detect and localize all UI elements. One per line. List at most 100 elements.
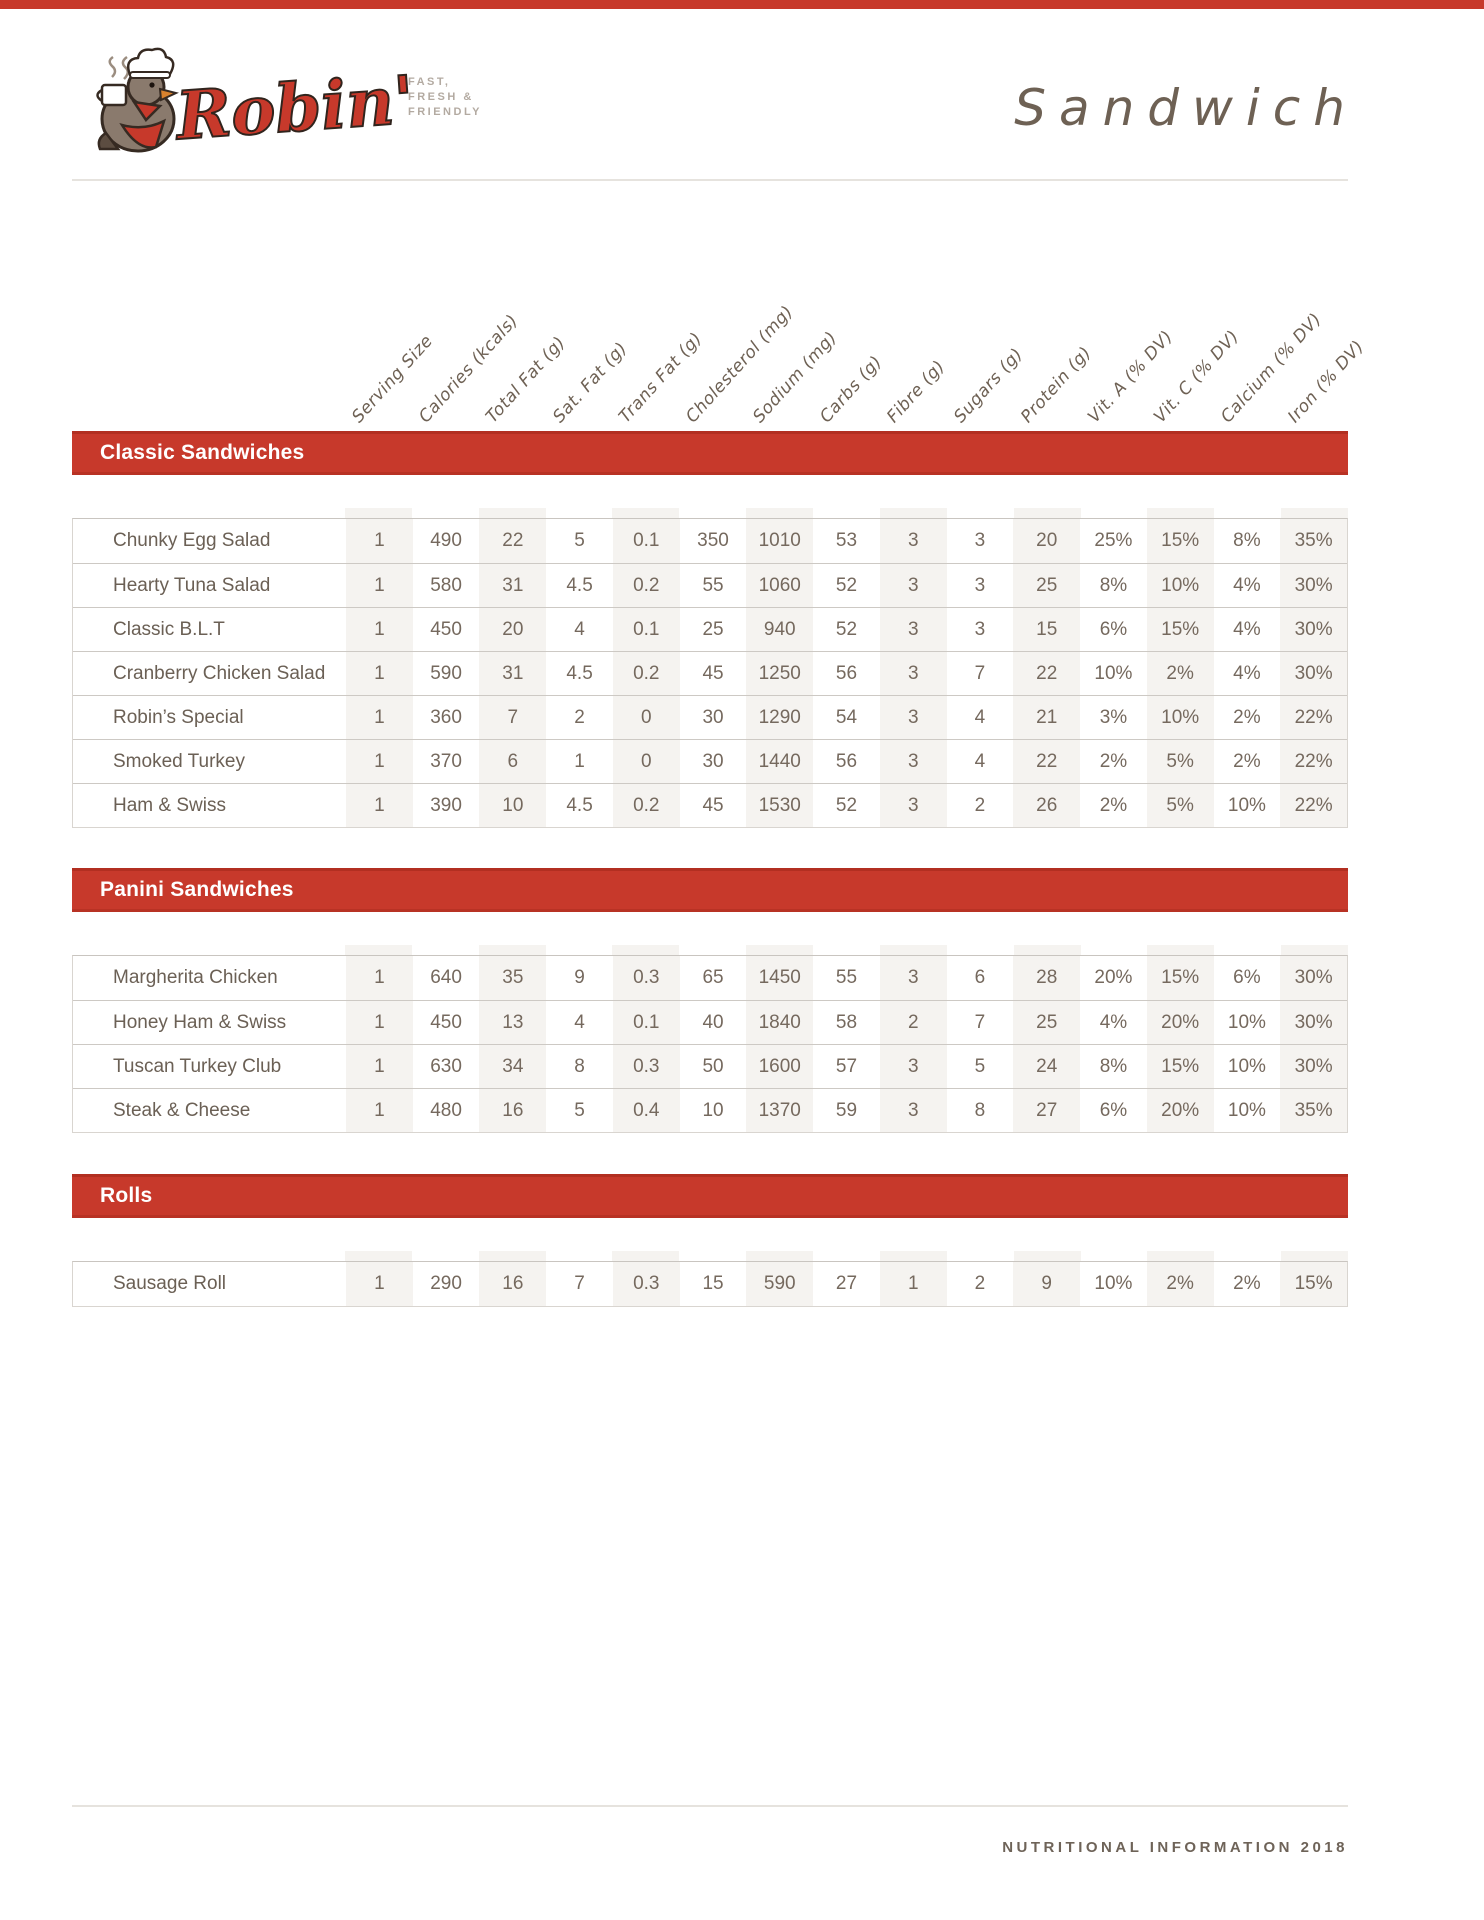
stripe-cell	[1281, 945, 1348, 955]
value-cell: 27	[1013, 1089, 1081, 1132]
value-cell: 13	[479, 1001, 547, 1044]
value-cell: 4	[574, 618, 585, 640]
stripe-cell	[1013, 945, 1081, 955]
stripe-cell	[1147, 945, 1215, 955]
value-cell: 3%	[1099, 706, 1128, 728]
stripe-cell	[746, 508, 814, 518]
value-cell: 0	[612, 740, 680, 783]
table-wrap: Margherita Chicken 1 640 35 9 0.3 65 1450 55 3 6 28…	[72, 945, 1348, 1133]
value-cell: 0.3	[612, 956, 680, 1000]
nutrition-table: Margherita Chicken 1 640 35 9 0.3 65 1450 55 3 6 28…	[72, 955, 1348, 1133]
value-cell: 8%	[1099, 1055, 1128, 1077]
value-cell: 4%	[1099, 1011, 1128, 1033]
value-cell: 6%	[1099, 618, 1128, 640]
value-cell: 2%	[1233, 706, 1261, 728]
value-cell: 2%	[1233, 750, 1261, 772]
stripe-cell	[612, 945, 680, 955]
stripe-cell	[345, 508, 412, 518]
table-row: Smoked Turkey 1 370 6 1 0 30 1440 56 3 4 22 2% 5% 2% 22…	[73, 739, 1347, 783]
value-cell: 2	[574, 706, 585, 728]
value-cell: 290	[430, 1273, 462, 1294]
stripe-cell	[746, 1251, 814, 1261]
value-cell: 10	[702, 1099, 724, 1121]
value-cell: 6%	[1233, 967, 1261, 988]
value-cell: 3	[974, 574, 986, 596]
value-cell: 40	[702, 1011, 724, 1033]
value-cell: 8	[974, 1099, 986, 1121]
value-cell: 34	[479, 1045, 547, 1088]
value-cell: 7	[479, 696, 547, 739]
value-cell: 0.1	[612, 519, 680, 563]
stripe-cell	[412, 508, 479, 518]
column-header: Carbs (g)	[816, 352, 887, 427]
value-cell: 50	[702, 1055, 724, 1077]
stripe-cell	[947, 945, 1014, 955]
value-cell: 30%	[1280, 956, 1347, 1000]
value-cell: 1600	[746, 1045, 814, 1088]
value-cell: 59	[835, 1099, 858, 1121]
value-cell: 4%	[1233, 662, 1261, 684]
table-row: Sausage Roll 1 290 16 7 0.3 15 590 27 1 2 9 10% 2% 2% 1…	[73, 1262, 1347, 1306]
value-cell: 10%	[1094, 1273, 1133, 1294]
column-stripe-stub	[72, 945, 1348, 955]
value-cell: 6%	[1099, 1099, 1128, 1121]
value-cell: 10%	[1227, 1011, 1266, 1033]
value-cell: 450	[430, 618, 462, 640]
value-cell: 1010	[746, 519, 814, 563]
value-cell: 15	[702, 1273, 724, 1294]
value-cell: 0.3	[612, 1045, 680, 1088]
value-cell: 4%	[1233, 574, 1261, 596]
value-cell: 30%	[1280, 564, 1347, 607]
nutrition-table: Sausage Roll 1 290 16 7 0.3 15 590 27 1 2 9 10% 2% 2% 1…	[72, 1261, 1348, 1307]
brand-wordmark: Robin's	[172, 58, 412, 155]
value-cell: 1250	[746, 652, 814, 695]
stripe-cell	[1013, 508, 1081, 518]
value-cell: 45	[702, 794, 724, 816]
value-cell: 3	[879, 608, 947, 651]
chef-hat-icon	[127, 47, 175, 77]
value-cell: 22%	[1280, 784, 1347, 827]
chef-hat-band	[129, 71, 171, 79]
value-cell: 5%	[1146, 784, 1214, 827]
value-cell: 3	[879, 696, 947, 739]
bird-apron	[119, 118, 167, 149]
stripe-cell	[72, 508, 345, 518]
stripe-cell	[1081, 508, 1148, 518]
item-name: Classic B.L.T	[113, 618, 225, 640]
value-cell: 4%	[1233, 618, 1261, 640]
value-cell: 20%	[1146, 1089, 1214, 1132]
stripe-cell	[1214, 945, 1281, 955]
value-cell: 3	[879, 564, 947, 607]
section-panini-sandwiches: Panini Sandwiches Margherita Chicken 1 640…	[72, 868, 1348, 1133]
value-cell: 5%	[1146, 740, 1214, 783]
value-cell: 26	[1013, 784, 1081, 827]
value-cell: 20%	[1094, 967, 1133, 988]
table-row: Ham & Swiss 1 390 10 4.5 0.2 45 1530 52 3 2 26 2% 5% 1…	[73, 783, 1347, 827]
value-cell: 30	[702, 750, 724, 772]
stripe-cell	[546, 508, 613, 518]
value-cell: 65	[702, 967, 724, 988]
value-cell: 8	[574, 1055, 585, 1077]
value-cell: 1450	[746, 956, 814, 1000]
value-cell: 22	[1013, 652, 1081, 695]
value-cell: 45	[702, 662, 724, 684]
stripe-cell	[412, 1251, 479, 1261]
value-cell: 52	[835, 574, 858, 596]
value-cell: 4.5	[566, 574, 593, 596]
stripe-cell	[1147, 508, 1215, 518]
value-cell: 10%	[1146, 564, 1214, 607]
value-cell: 4.5	[566, 662, 593, 684]
value-cell: 21	[1013, 696, 1081, 739]
coffee-mug-icon	[100, 83, 128, 107]
value-cell: 3	[879, 740, 947, 783]
value-cell: 7	[974, 662, 986, 684]
bird-beak	[158, 87, 179, 102]
value-cell: 1	[346, 956, 413, 1000]
stripe-cell	[679, 1251, 746, 1261]
page-title: Sandwich	[1014, 79, 1358, 137]
item-name: Robin’s Special	[113, 706, 244, 728]
tagline-line: FRIENDLY	[408, 106, 482, 118]
value-cell: 3	[974, 618, 986, 640]
value-cell: 25%	[1094, 530, 1133, 551]
value-cell: 0.3	[612, 1262, 680, 1306]
